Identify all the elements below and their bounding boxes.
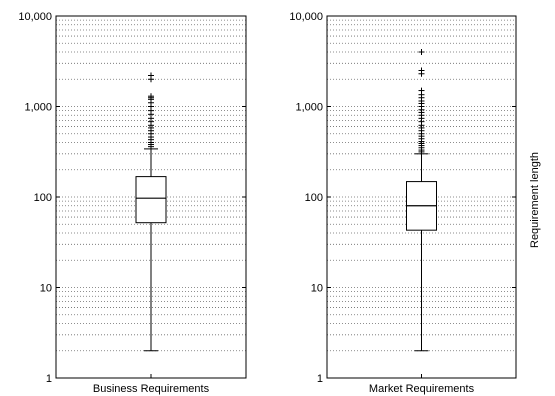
x-category-label: Business Requirements (93, 383, 210, 395)
y-tick-label: 10 (311, 283, 323, 295)
y-tick-label: 10,000 (18, 11, 52, 23)
x-category-label: Market Requirements (369, 383, 475, 395)
y-tick-label: 1 (317, 373, 323, 385)
y-tick-label: 1,000 (24, 102, 52, 114)
outlier-point (418, 67, 425, 74)
outlier-point (148, 93, 154, 100)
boxplot-panel-2: 1 10 100 1,000 10,000 Market Requirements (289, 11, 517, 395)
outlier-point (418, 49, 425, 56)
shared-ylabel: Requirement length (529, 152, 541, 248)
boxplot-panel-1: 1 10 100 1,000 10,000 Business Requirements (18, 11, 247, 395)
y-tick-label: 10,000 (289, 11, 323, 23)
outlier-point (148, 72, 154, 79)
y-tick-label: 1 (46, 373, 52, 385)
y-tick-label: 10 (40, 283, 52, 295)
y-tick-label: 100 (305, 192, 323, 204)
box-iqr (135, 176, 167, 224)
shared-ylabel-container: Requirement length (529, 152, 541, 248)
y-tick-label: 100 (34, 192, 52, 204)
y-tick-label: 1,000 (295, 102, 323, 114)
outlier-point (418, 87, 425, 94)
